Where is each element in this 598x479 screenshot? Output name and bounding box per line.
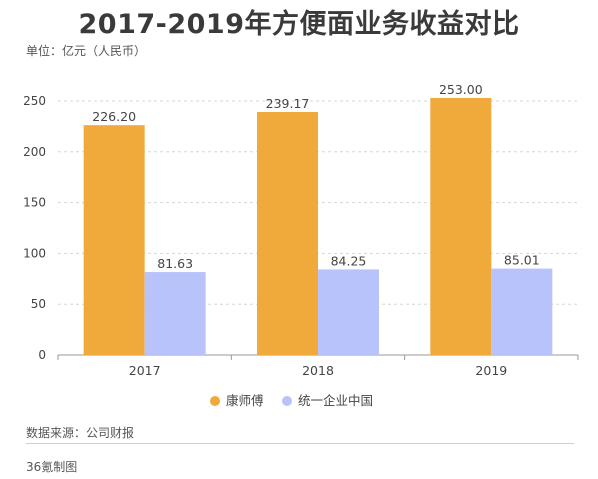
bars bbox=[83, 97, 553, 356]
legend-label: 统一企业中国 bbox=[298, 393, 373, 408]
y-tick-label: 100 bbox=[23, 246, 46, 260]
bar-2017-series2 bbox=[144, 272, 206, 355]
source-note: 数据来源：公司财报 bbox=[26, 426, 135, 440]
y-tick-label: 250 bbox=[23, 94, 46, 108]
legend-marker bbox=[282, 396, 292, 406]
legend-item[interactable]: 康师傅 bbox=[210, 393, 264, 408]
bar-value-label: 253.00 bbox=[439, 82, 483, 97]
y-axis-ticks: 0 50 100 150 200 250 bbox=[23, 94, 46, 362]
bar-value-label: 239.17 bbox=[266, 96, 310, 111]
legend: 康师傅 统一企业中国 bbox=[210, 393, 373, 408]
bar-value-label: 226.20 bbox=[92, 109, 136, 124]
y-tick-label: 50 bbox=[31, 297, 46, 311]
y-tick-label: 0 bbox=[38, 348, 46, 362]
bar-2018-series2 bbox=[318, 269, 379, 355]
bar-2019-series1 bbox=[430, 97, 492, 356]
y-tick-label: 150 bbox=[23, 196, 46, 210]
bar-2017-series1 bbox=[83, 125, 145, 355]
x-tick-label: 2019 bbox=[475, 363, 507, 378]
bar-chart: 0 50 100 150 200 250 226.20 81.63 239.17 84.25 25… bbox=[23, 82, 579, 408]
y-tick-label: 200 bbox=[23, 145, 46, 159]
bar-value-label: 84.25 bbox=[331, 253, 367, 268]
x-tick-label: 2017 bbox=[129, 363, 161, 378]
legend-label: 康师傅 bbox=[226, 393, 264, 408]
x-tick-label: 2018 bbox=[302, 363, 334, 378]
footer-divider bbox=[26, 443, 574, 444]
x-axis-ticks: 2017 2018 2019 bbox=[57, 355, 579, 378]
bar-2018-series1 bbox=[257, 112, 318, 355]
legend-marker bbox=[210, 396, 220, 406]
credit-note: 36氪制图 bbox=[26, 460, 78, 474]
legend-item[interactable]: 统一企业中国 bbox=[282, 393, 373, 408]
bar-2019-series2 bbox=[491, 268, 553, 355]
unit-label: 单位：亿元（人民币） bbox=[26, 44, 147, 58]
chart-title: 2017-2019年方便面业务收益对比 bbox=[78, 9, 520, 40]
bar-value-label: 81.63 bbox=[157, 256, 193, 271]
bar-value-label: 85.01 bbox=[504, 253, 540, 268]
data-labels: 226.20 81.63 239.17 84.25 253.00 85.01 bbox=[92, 82, 539, 271]
